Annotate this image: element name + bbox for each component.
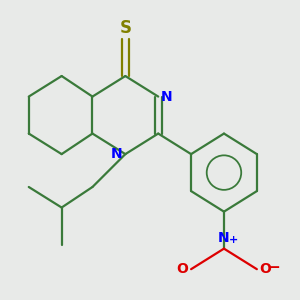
Text: N: N xyxy=(218,231,230,245)
Text: N: N xyxy=(111,147,122,161)
Text: −: − xyxy=(268,260,281,274)
Text: O: O xyxy=(176,262,188,276)
Text: O: O xyxy=(260,262,272,276)
Text: N: N xyxy=(161,90,173,104)
Text: S: S xyxy=(119,20,131,38)
Text: +: + xyxy=(228,235,238,244)
